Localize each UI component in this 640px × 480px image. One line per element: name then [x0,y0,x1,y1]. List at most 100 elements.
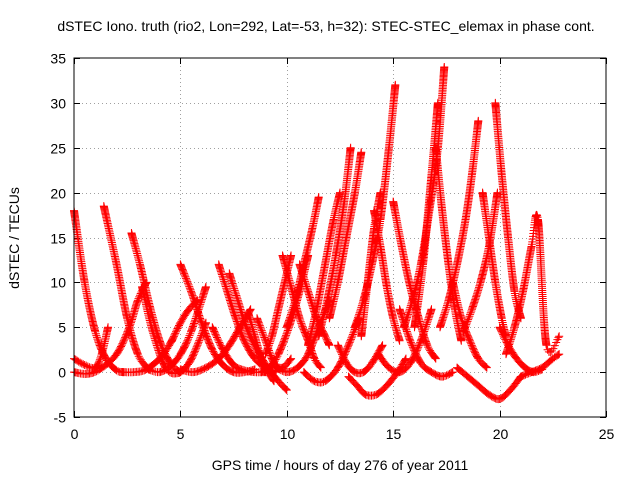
data-point [441,305,450,314]
data-series [344,354,410,400]
data-point [91,327,100,336]
data-point [285,356,294,365]
data-point [337,350,346,359]
data-point [271,355,280,364]
data-point [348,332,357,341]
data-point [231,288,240,297]
data-point [217,268,226,277]
data-series [99,202,153,374]
data-point [439,313,448,322]
data-point [286,355,295,364]
data-point [93,335,102,344]
data-point [259,331,268,340]
data-point [228,277,237,286]
data-point [336,188,344,197]
data-point [95,355,104,364]
data-point [299,272,308,281]
data-point [423,317,432,326]
data-point [257,326,266,335]
data-point [172,326,181,335]
data-series [453,363,525,404]
y-tick-label: 5 [58,320,66,336]
x-tick-label: 5 [177,426,185,442]
data-point [264,342,273,351]
data-point [443,301,452,310]
data-point [152,339,161,348]
data-point [220,279,229,288]
data-point [190,317,199,326]
data-point [217,270,226,279]
data-point [287,308,296,317]
data-series [395,305,457,381]
data-point [457,314,466,323]
x-tick-label: 15 [386,426,402,442]
data-point [507,333,516,342]
data-point [213,335,222,344]
data-point [196,333,205,342]
data-point [404,310,413,319]
data-point [400,356,409,365]
data-point [542,341,551,350]
data-point [500,333,509,342]
data-series [325,148,366,323]
data-point [229,281,238,290]
data-point [135,354,144,363]
chart-title: dSTEC Iono. truth (rio2, Lon=292, Lat=-5… [57,18,594,34]
data-point [183,277,192,286]
data-point [405,306,414,315]
data-point [336,347,345,356]
data-point [424,343,433,352]
data-point [554,333,563,342]
y-tick-label: 25 [50,141,66,157]
data-series [374,305,436,377]
data-point [440,308,449,317]
data-point [415,340,424,349]
data-point [289,301,298,310]
data-point [232,315,241,324]
data-point [508,330,517,339]
data-point [301,279,310,288]
data-series [208,323,270,377]
data-point [302,282,311,291]
data-series [491,98,525,323]
data-point [232,317,241,326]
data-point [423,318,432,327]
data-point [463,317,472,326]
data-point [357,148,366,157]
data-point [377,342,386,351]
data-point [325,341,334,350]
data-point [195,336,204,345]
data-point [96,353,105,362]
y-tick-label: 10 [50,275,66,291]
data-point [346,143,355,152]
data-series [244,309,279,386]
data-point [259,330,268,339]
data-series [370,206,404,345]
data-point [300,277,309,286]
data-point [134,294,143,303]
x-tick-label: 25 [599,426,615,442]
data-series [304,188,344,350]
data-point [148,366,157,375]
data-point [464,313,473,322]
data-point [133,296,142,305]
data-point [189,319,198,328]
data-point [83,362,92,371]
data-point [466,310,475,319]
data-point [152,341,161,350]
y-tick-label: -5 [54,410,67,426]
x-tick-label: 10 [280,426,296,442]
data-point [516,314,525,323]
data-point [171,329,180,338]
data-point [350,327,359,336]
data-point [285,313,294,322]
data-point [281,384,290,393]
data-point [505,340,514,349]
data-point [462,319,471,328]
data-point [151,338,160,347]
data-point [431,353,440,362]
data-point [457,336,466,345]
data-point [91,329,100,338]
data-point [506,337,515,346]
